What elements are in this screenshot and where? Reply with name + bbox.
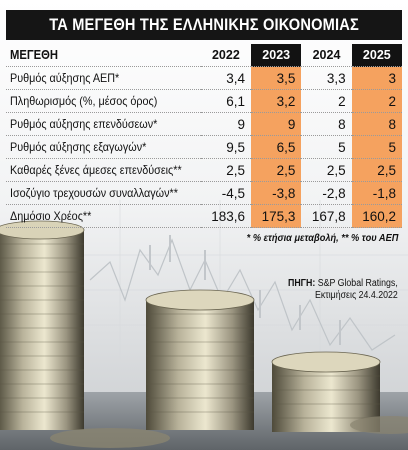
source-label: ΠΗΓΗ: — [288, 278, 316, 289]
cell-2023: 6,5 — [251, 135, 302, 159]
cell-2022: 183,6 — [200, 204, 252, 228]
cell-2022: 6,1 — [200, 89, 252, 113]
table-row: Ρυθμός αύξησης επενδύσεων* 9 9 8 8 — [6, 112, 402, 136]
column-header-2022: 2022 — [200, 44, 252, 67]
row-label: Ρυθμός αύξησης επενδύσεων* — [6, 112, 201, 136]
title-bar: ΤΑ ΜΕΓΕΘΗ ΤΗΣ ΕΛΛΗΝΙΚΗΣ ΟΙΚΟΝΟΜΙΑΣ — [6, 10, 402, 40]
page-title: ΤΑ ΜΕΓΕΘΗ ΤΗΣ ΕΛΛΗΝΙΚΗΣ ΟΙΚΟΝΟΜΙΑΣ — [49, 15, 359, 34]
column-header-2023: 2023 — [251, 44, 302, 67]
table-header-row: ΜΕΓΕΘΗ 2022 2023 2024 2025 — [6, 44, 402, 67]
cell-2025: 2,5 — [351, 158, 402, 182]
source-line-1: S&P Global Ratings, — [317, 278, 398, 289]
cell-2024: 2,5 — [301, 158, 352, 182]
column-header-label: ΜΕΓΕΘΗ — [6, 44, 201, 67]
cell-2023: 9 — [251, 112, 302, 136]
cell-2023: -3,8 — [251, 181, 302, 205]
table-row: Πληθωρισμός (%, μέσος όρος) 6,1 3,2 2 2 — [6, 89, 402, 113]
table-row: Ρυθμός αύξησης εξαγωγών* 9,5 6,5 5 5 — [6, 135, 402, 159]
cell-2025: 2 — [351, 89, 402, 113]
cell-2022: 9,5 — [200, 135, 252, 159]
row-label: Ρυθμός αύξησης εξαγωγών* — [6, 135, 201, 159]
table-row: Καθαρές ξένες άμεσες επενδύσεις** 2,5 2,… — [6, 158, 402, 182]
cell-2025: 5 — [351, 135, 402, 159]
source-line-2: Εκτιμήσεις 24.4.2022 — [315, 290, 398, 301]
cell-2025: 160,2 — [351, 204, 402, 228]
cell-2024: 167,8 — [301, 204, 352, 228]
footnote: * % ετήσια μεταβολή, ** % του ΑΕΠ — [246, 232, 398, 244]
cell-2024: 5 — [301, 135, 352, 159]
cell-2024: 3,3 — [301, 66, 352, 90]
row-label: Πληθωρισμός (%, μέσος όρος) — [6, 89, 201, 113]
cell-2023: 175,3 — [251, 204, 302, 228]
cell-2022: 3,4 — [200, 66, 252, 90]
economy-figures-table: ΜΕΓΕΘΗ 2022 2023 2024 2025 Ρυθμός αύξηση… — [6, 44, 402, 228]
column-header-2024: 2024 — [301, 44, 352, 67]
row-label: Ισοζύγιο τρεχουσών συναλλαγών** — [6, 181, 201, 205]
cell-2022: -4,5 — [200, 181, 252, 205]
cell-2023: 2,5 — [251, 158, 302, 182]
cell-2022: 2,5 — [200, 158, 252, 182]
column-header-2025: 2025 — [351, 44, 402, 67]
row-label: Ρυθμός αύξησης ΑΕΠ* — [6, 66, 201, 90]
row-label: Δημόσιο Χρέος** — [6, 204, 201, 228]
table-row: Ρυθμός αύξησης ΑΕΠ* 3,4 3,5 3,3 3 — [6, 66, 402, 90]
cell-2024: 8 — [301, 112, 352, 136]
table-row: Ισοζύγιο τρεχουσών συναλλαγών** -4,5 -3,… — [6, 181, 402, 205]
row-label: Καθαρές ξένες άμεσες επενδύσεις** — [6, 158, 201, 182]
cell-2024: -2,8 — [301, 181, 352, 205]
cell-2025: 8 — [351, 112, 402, 136]
source-credit: ΠΗΓΗ: S&P Global Ratings, Εκτιμήσεις 24.… — [288, 278, 398, 302]
cell-2025: 3 — [351, 66, 402, 90]
cell-2022: 9 — [200, 112, 252, 136]
cell-2025: -1,8 — [351, 181, 402, 205]
table-row: Δημόσιο Χρέος** 183,6 175,3 167,8 160,2 — [6, 204, 402, 228]
cell-2023: 3,5 — [251, 66, 302, 90]
cell-2023: 3,2 — [251, 89, 302, 113]
cell-2024: 2 — [301, 89, 352, 113]
